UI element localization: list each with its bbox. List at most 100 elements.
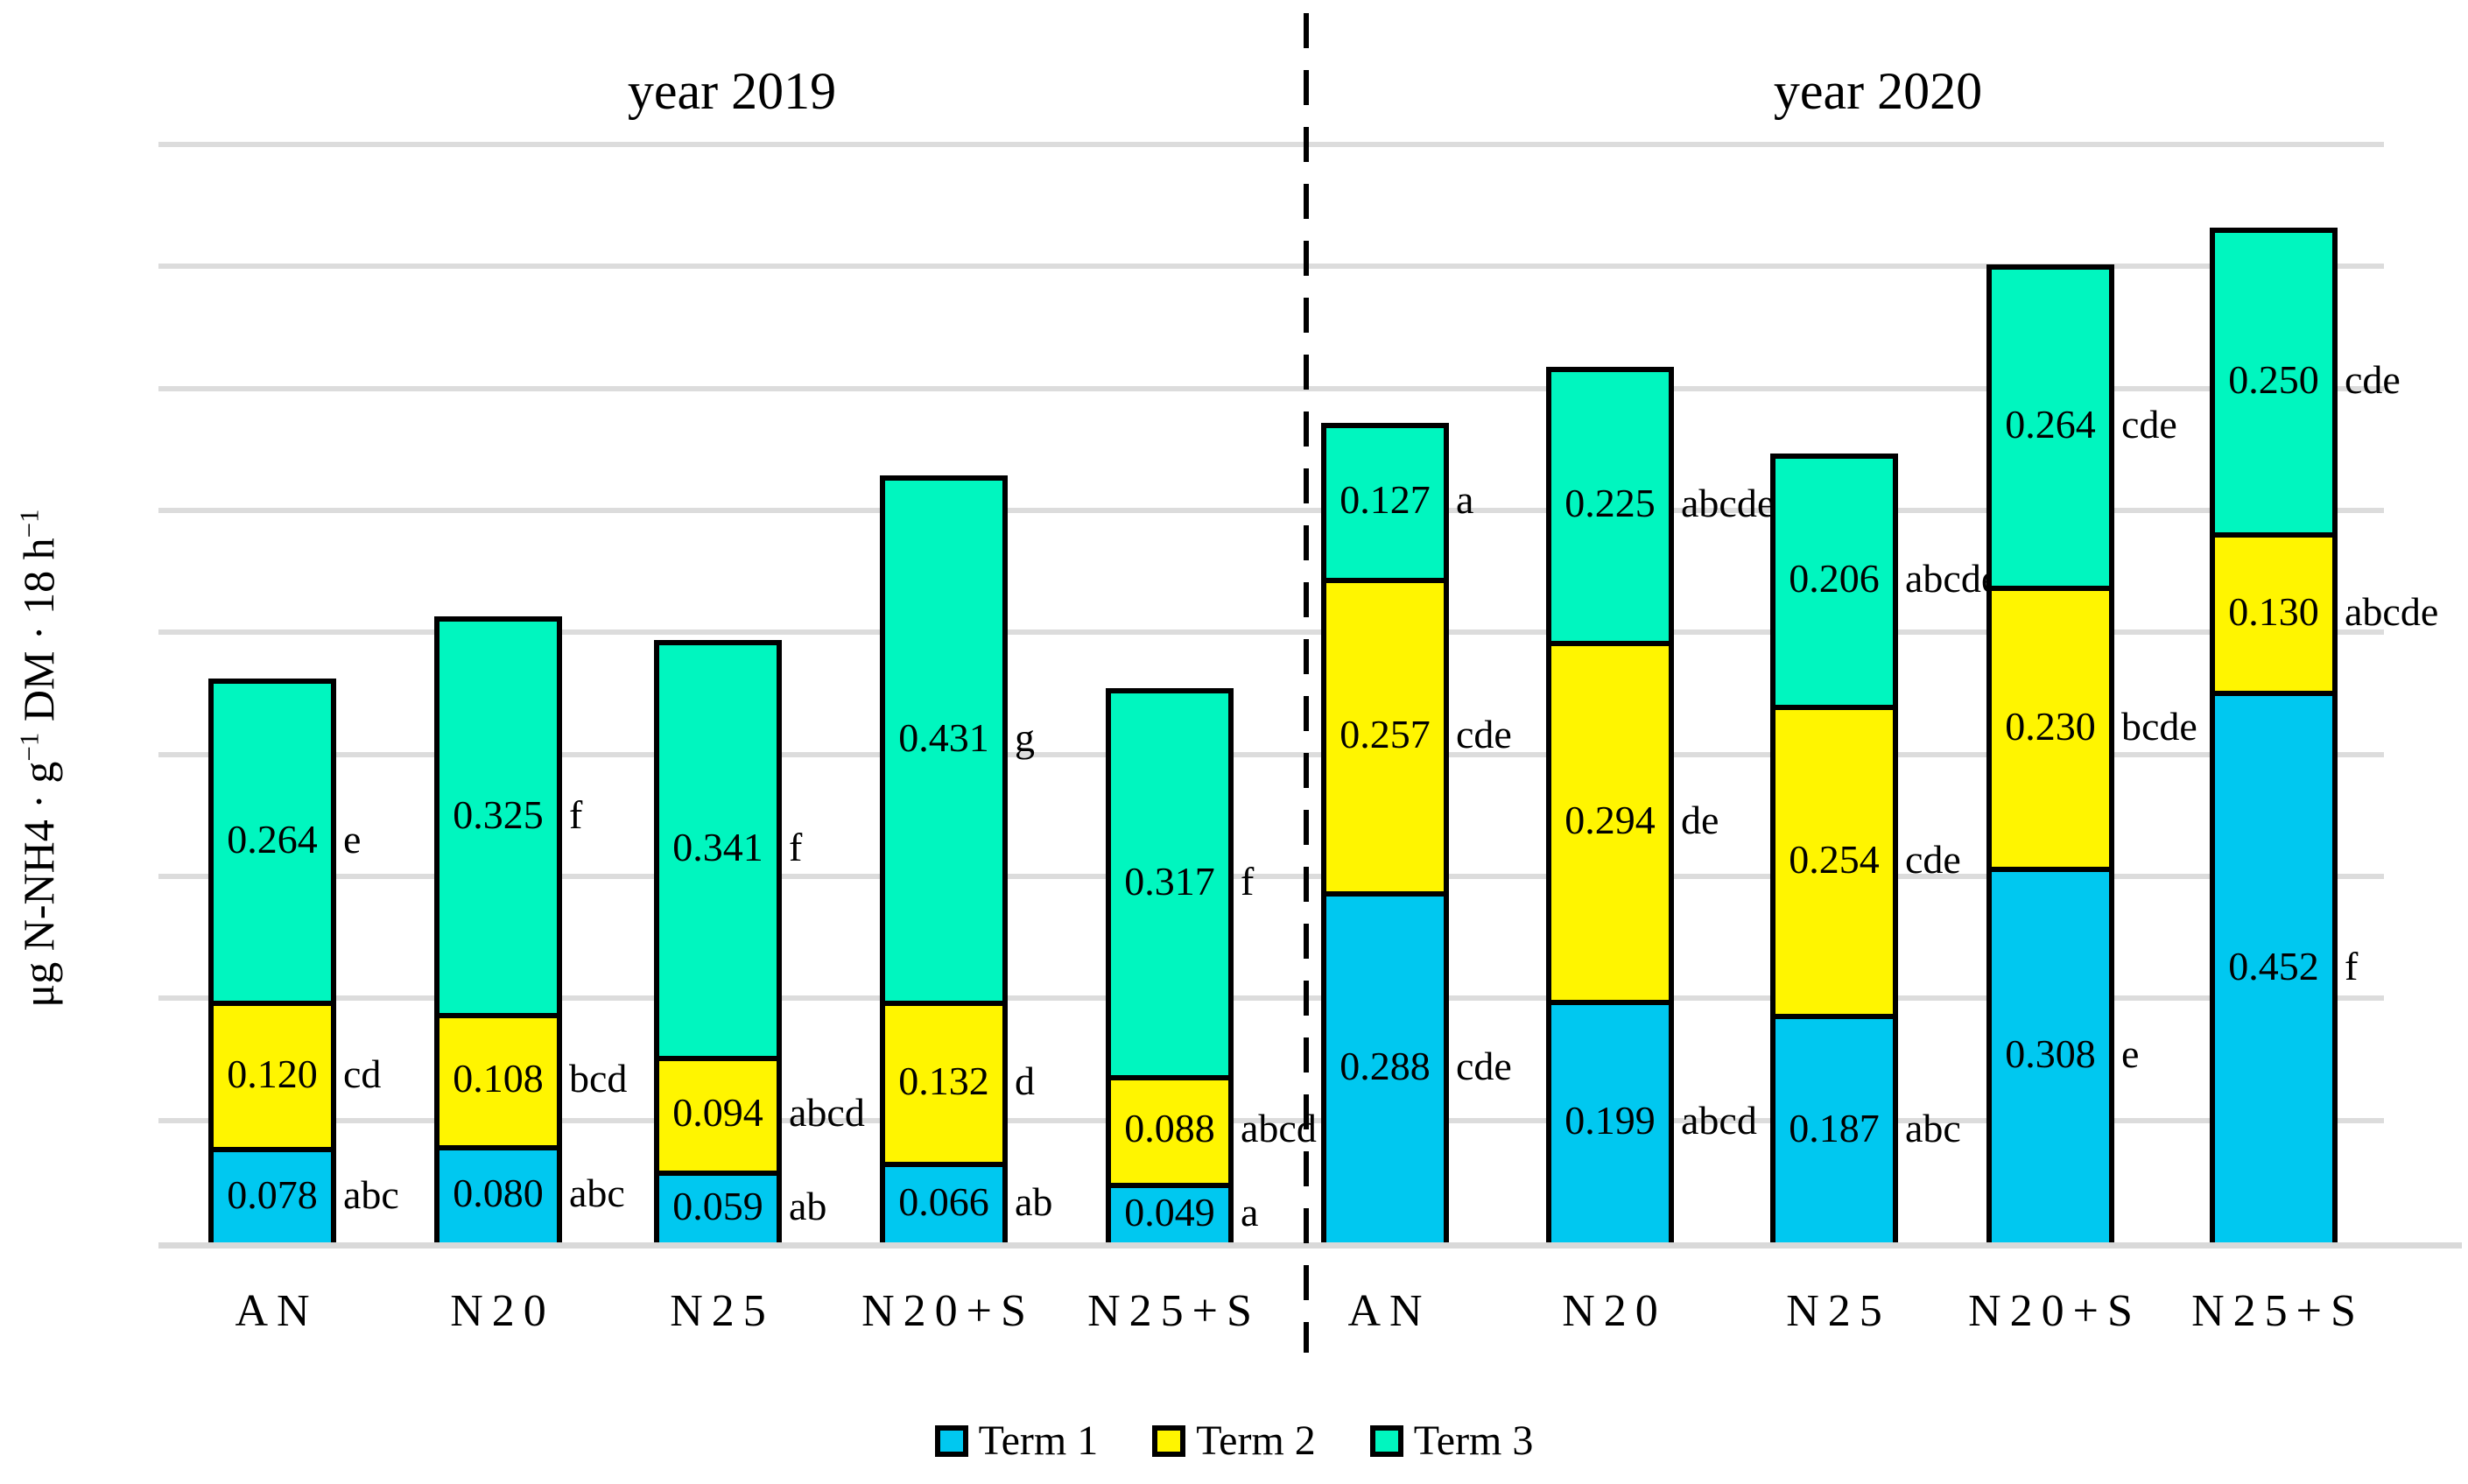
value-label: 0.341 [672, 825, 763, 870]
category-label: N20 [1562, 1286, 1667, 1336]
legend-label: Term 1 [978, 1417, 1099, 1464]
significance-letter-label: g [1015, 714, 1035, 760]
value-label: 0.187 [1789, 1105, 1880, 1150]
significance-letter-label: bcde [2121, 703, 2197, 749]
legend-swatch [934, 1425, 968, 1457]
bar-segment-year-2019-N25-Term1 [654, 1170, 782, 1242]
value-label: 0.250 [2228, 356, 2319, 402]
category-label: N20+S [1968, 1286, 2141, 1336]
gridline [158, 752, 2384, 757]
bar-segment-year-2019-AN-Term3 [208, 679, 336, 1002]
value-label: 0.059 [672, 1183, 763, 1228]
significance-letter-label: e [2121, 1031, 2140, 1077]
significance-letter-label: cde [2121, 402, 2177, 447]
bar-segment-year-2020-N25-Term3 [1770, 453, 1898, 705]
significance-letter-label: cde [2345, 356, 2401, 402]
significance-letter-label: abc [343, 1171, 399, 1217]
value-label: 0.088 [1124, 1106, 1215, 1151]
value-label: 0.325 [453, 791, 544, 837]
legend-label: Term 2 [1196, 1417, 1316, 1464]
category-label: AN [1347, 1286, 1431, 1336]
gridline [158, 1118, 2384, 1123]
legend-item-term-1: Term 1 [934, 1417, 1099, 1464]
value-label: 0.254 [1789, 836, 1880, 882]
value-label: 0.080 [453, 1171, 544, 1216]
significance-letter-label: abcde [2345, 588, 2439, 634]
value-label: 0.230 [2005, 703, 2096, 749]
legend-label: Term 3 [1413, 1417, 1534, 1464]
value-label: 0.317 [1124, 859, 1215, 904]
significance-letter-label: cde [1456, 711, 1512, 756]
value-label: 0.049 [1124, 1189, 1215, 1234]
value-label: 0.094 [672, 1090, 763, 1136]
category-label: N20 [450, 1286, 555, 1336]
significance-letter-label: f [789, 825, 803, 870]
category-label: N25+S [1087, 1286, 1261, 1336]
significance-letter-label: e [343, 817, 362, 862]
legend-swatch [1369, 1425, 1403, 1457]
bar-segment-year-2019-AN-Term2 [208, 1001, 336, 1148]
bar-segment-year-2019-N25-Term2 [654, 1055, 782, 1171]
bar-segment-year-2020-N25+S-Term3 [2210, 227, 2338, 533]
bar-segment-year-2020-N25-Term2 [1770, 704, 1898, 1015]
legend-swatch [1152, 1425, 1186, 1457]
bar-segment-year-2019-N20-Term2 [434, 1013, 562, 1145]
y-axis-label-part: DM · 18 h [14, 538, 63, 733]
significance-letter-label: abcd [1241, 1106, 1317, 1151]
value-label: 0.199 [1564, 1098, 1656, 1143]
gridline [158, 995, 2384, 1001]
significance-letter-label: a [1241, 1189, 1259, 1234]
significance-letter-label: ab [789, 1183, 827, 1228]
significance-letter-label: abcd [1681, 1098, 1757, 1143]
legend: Term 1 Term 2 Term 3 [0, 1420, 2468, 1462]
gridline [158, 629, 2384, 635]
bar-segment-year-2019-N25-Term3 [654, 639, 782, 1056]
bar-segment-year-2019-N20-Term1 [434, 1144, 562, 1242]
bar-segment-year-2019-N25+S-Term1 [1106, 1182, 1234, 1242]
bar-segment-year-2020-N20+S-Term3 [1986, 264, 2114, 587]
significance-letter-label: abc [569, 1171, 625, 1216]
bar-segment-year-2019-N25+S-Term3 [1106, 688, 1234, 1076]
value-label: 0.288 [1339, 1044, 1431, 1089]
bar-segment-year-2019-N20+S-Term3 [880, 475, 1008, 1002]
bar-segment-year-2020-N20-Term2 [1546, 641, 1674, 1000]
value-label: 0.264 [227, 817, 318, 862]
bar-segment-year-2019-N25+S-Term2 [1106, 1075, 1234, 1183]
gridline [158, 142, 2384, 147]
category-label: N25+S [2191, 1286, 2365, 1336]
x-axis-baseline [158, 1242, 2462, 1248]
bar-segment-year-2019-N20+S-Term1 [880, 1162, 1008, 1242]
significance-letter-label: f [2345, 944, 2359, 989]
category-label: N25 [1786, 1286, 1891, 1336]
significance-letter-label: cd [343, 1051, 382, 1096]
significance-letter-label: cde [1456, 1044, 1512, 1089]
value-label: 0.294 [1564, 797, 1656, 842]
value-label: 0.078 [227, 1171, 318, 1217]
significance-letter-label: ab [1015, 1179, 1053, 1225]
group-title: year 2019 [627, 62, 837, 120]
bar-segment-year-2020-AN-Term1 [1321, 890, 1449, 1242]
value-label: 0.108 [453, 1056, 544, 1101]
significance-letter-label: abcde [1681, 481, 1775, 526]
significance-letter-label: de [1681, 797, 1719, 842]
year-divider-line [1304, 13, 1309, 1353]
bar-segment-year-2020-N25-Term1 [1770, 1014, 1898, 1242]
significance-letter-label: f [1241, 859, 1255, 904]
category-label: N20+S [861, 1286, 1035, 1336]
bar-segment-year-2020-N20+S-Term2 [1986, 586, 2114, 867]
value-label: 0.066 [898, 1179, 989, 1225]
value-label: 0.225 [1564, 481, 1656, 526]
value-label: 0.308 [2005, 1031, 2096, 1077]
bar-segment-year-2020-AN-Term2 [1321, 577, 1449, 891]
bar-segment-year-2020-N25+S-Term2 [2210, 532, 2338, 692]
gridline [158, 508, 2384, 513]
y-axis-label-part: −1 [13, 732, 45, 762]
significance-letter-label: abcde [1905, 556, 2000, 601]
significance-letter-label: d [1015, 1058, 1035, 1104]
bar-segment-year-2019-AN-Term1 [208, 1147, 336, 1242]
value-label: 0.127 [1339, 477, 1431, 523]
significance-letter-label: abc [1905, 1105, 1961, 1150]
group-title: year 2020 [1773, 62, 1983, 120]
bar-segment-year-2019-N20-Term3 [434, 616, 562, 1014]
